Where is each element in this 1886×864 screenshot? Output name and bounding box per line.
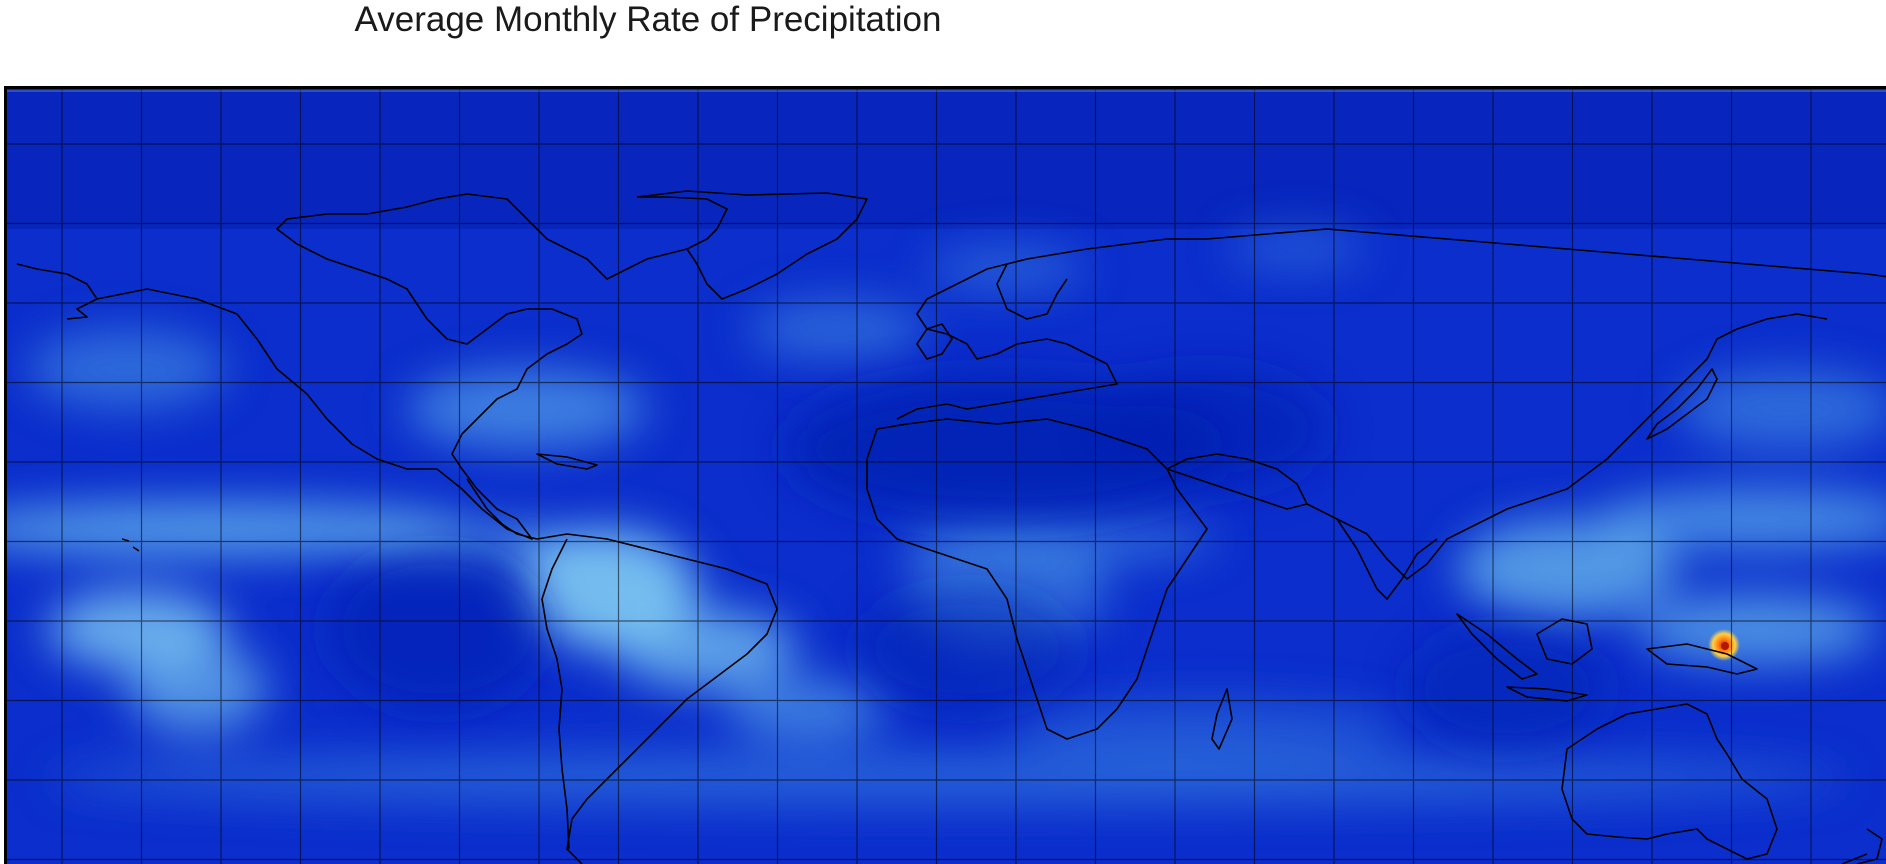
coast-madagascar <box>1211 688 1233 750</box>
high-rainfall-hotspot <box>1708 629 1740 661</box>
precip-wet-field <box>7 229 1886 805</box>
precip-dry-field <box>327 369 1607 749</box>
coast-europe <box>896 238 1207 420</box>
coast-greenland <box>636 190 868 300</box>
map-canvas <box>7 89 1886 864</box>
coast-central-america <box>466 478 538 540</box>
coast-borneo <box>1536 618 1593 665</box>
graticule <box>7 89 1886 864</box>
coast-java <box>1506 686 1588 702</box>
coast-africa <box>866 418 1208 740</box>
coast-australia <box>1561 703 1778 860</box>
coast-india <box>1336 518 1438 600</box>
coast-scandinavia <box>996 263 1068 320</box>
coast-asia <box>1206 228 1886 580</box>
coast-arabia <box>1166 453 1308 510</box>
coast-sumatra <box>1456 613 1538 680</box>
coast-north-america <box>96 193 728 540</box>
precipitation-map[interactable] <box>4 86 1886 864</box>
coast-new-guinea <box>1646 643 1758 675</box>
coast-hawaii <box>121 538 140 552</box>
coast-south-america <box>536 533 778 864</box>
coast-british-isles <box>916 323 953 360</box>
coast-alaska <box>16 263 98 320</box>
precip-darker-north <box>7 89 1886 229</box>
map-title: Average Monthly Rate of Precipitation <box>354 0 942 39</box>
coast-cuba <box>536 453 598 470</box>
coast-japan <box>1646 368 1718 440</box>
